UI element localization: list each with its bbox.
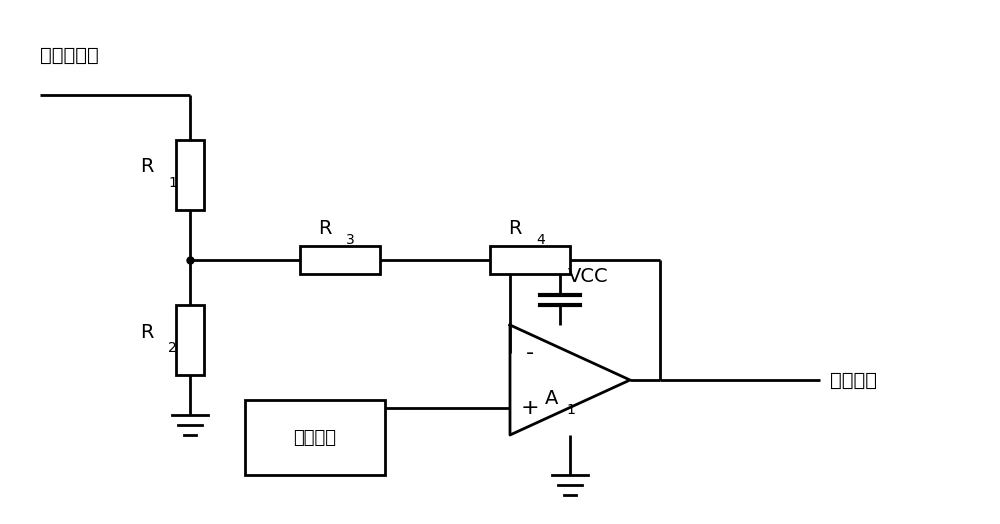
Text: -: - (526, 343, 534, 363)
Text: 3: 3 (346, 233, 355, 247)
Text: 4: 4 (536, 233, 545, 247)
Bar (176, 305, 204, 375)
Bar (300, 246, 380, 274)
Text: 驱动信号: 驱动信号 (830, 370, 877, 389)
Text: 2: 2 (168, 341, 177, 355)
Bar (245, 400, 385, 475)
Bar (490, 246, 570, 274)
Text: 1: 1 (566, 403, 575, 417)
Text: R: R (509, 219, 522, 237)
Text: 1: 1 (168, 176, 177, 190)
Text: R: R (140, 322, 154, 342)
Bar (176, 140, 204, 210)
Text: R: R (140, 158, 154, 177)
Text: A: A (545, 388, 559, 408)
Text: +: + (521, 398, 539, 418)
Text: VCC: VCC (568, 267, 609, 287)
Text: 调制后信号: 调制后信号 (40, 46, 99, 64)
Text: R: R (318, 219, 332, 237)
Text: 基准电压: 基准电压 (294, 429, 336, 446)
